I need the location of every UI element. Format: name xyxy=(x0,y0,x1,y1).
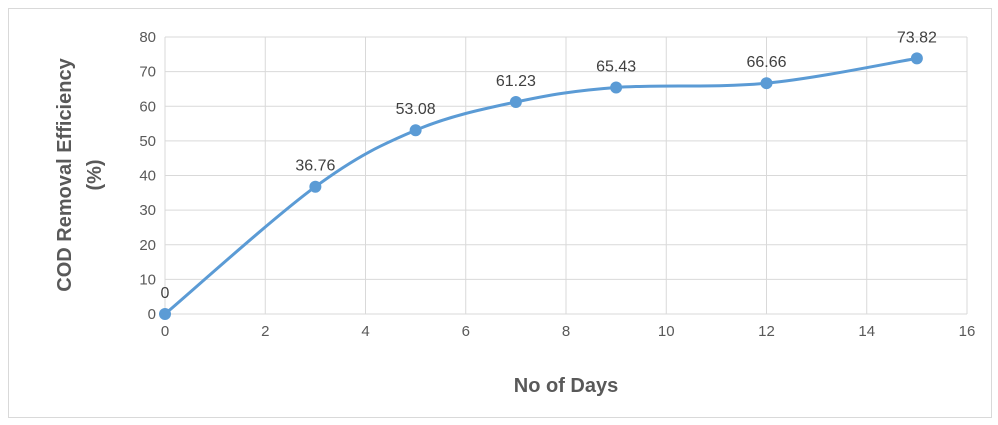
data-point xyxy=(409,124,422,137)
x-tick-label: 8 xyxy=(562,323,570,340)
x-tick-labels: 0 2 4 6 8 10 12 14 16 xyxy=(161,323,976,340)
data-point xyxy=(509,95,522,108)
x-tick-label: 14 xyxy=(858,323,875,340)
data-markers xyxy=(159,52,923,320)
y-tick-label: 0 xyxy=(148,306,156,323)
data-labels: 0 36.76 53.08 61.23 65.43 66.66 73.82 xyxy=(161,29,937,302)
y-axis-title-line2: (%) xyxy=(84,159,106,190)
x-tick-label: 6 xyxy=(462,323,470,340)
gridlines xyxy=(164,36,968,315)
data-label: 73.82 xyxy=(897,29,937,46)
data-label: 0 xyxy=(161,285,170,302)
y-tick-label: 50 xyxy=(139,133,156,150)
data-point xyxy=(159,308,171,320)
y-tick-labels: 0 10 20 30 40 50 60 70 80 xyxy=(139,29,156,323)
y-tick-label: 40 xyxy=(139,168,156,185)
data-label: 36.76 xyxy=(295,158,335,175)
x-tick-label: 0 xyxy=(161,323,169,340)
y-tick-label: 10 xyxy=(139,271,156,288)
data-label: 53.08 xyxy=(396,101,436,118)
x-tick-label: 12 xyxy=(758,323,775,340)
data-label: 65.43 xyxy=(596,58,636,75)
x-tick-label: 10 xyxy=(658,323,675,340)
y-tick-label: 70 xyxy=(139,64,156,81)
y-tick-label: 30 xyxy=(139,202,156,219)
chart-frame xyxy=(8,8,992,418)
y-tick-label: 60 xyxy=(139,98,156,115)
x-tick-label: 4 xyxy=(361,323,369,340)
y-tick-label: 20 xyxy=(139,237,156,254)
data-label: 66.66 xyxy=(746,54,786,71)
x-tick-label: 2 xyxy=(261,323,269,340)
y-axis-title-line1: COD Removal Efficiency xyxy=(54,57,76,291)
x-axis-title: No of Days xyxy=(514,375,618,397)
data-label: 61.23 xyxy=(496,73,536,90)
y-tick-label: 80 xyxy=(139,29,156,46)
series-line xyxy=(164,56,918,316)
data-point xyxy=(309,180,322,193)
data-point xyxy=(610,81,623,94)
data-point xyxy=(760,77,773,90)
data-point xyxy=(910,52,923,65)
x-tick-label: 16 xyxy=(959,323,976,340)
